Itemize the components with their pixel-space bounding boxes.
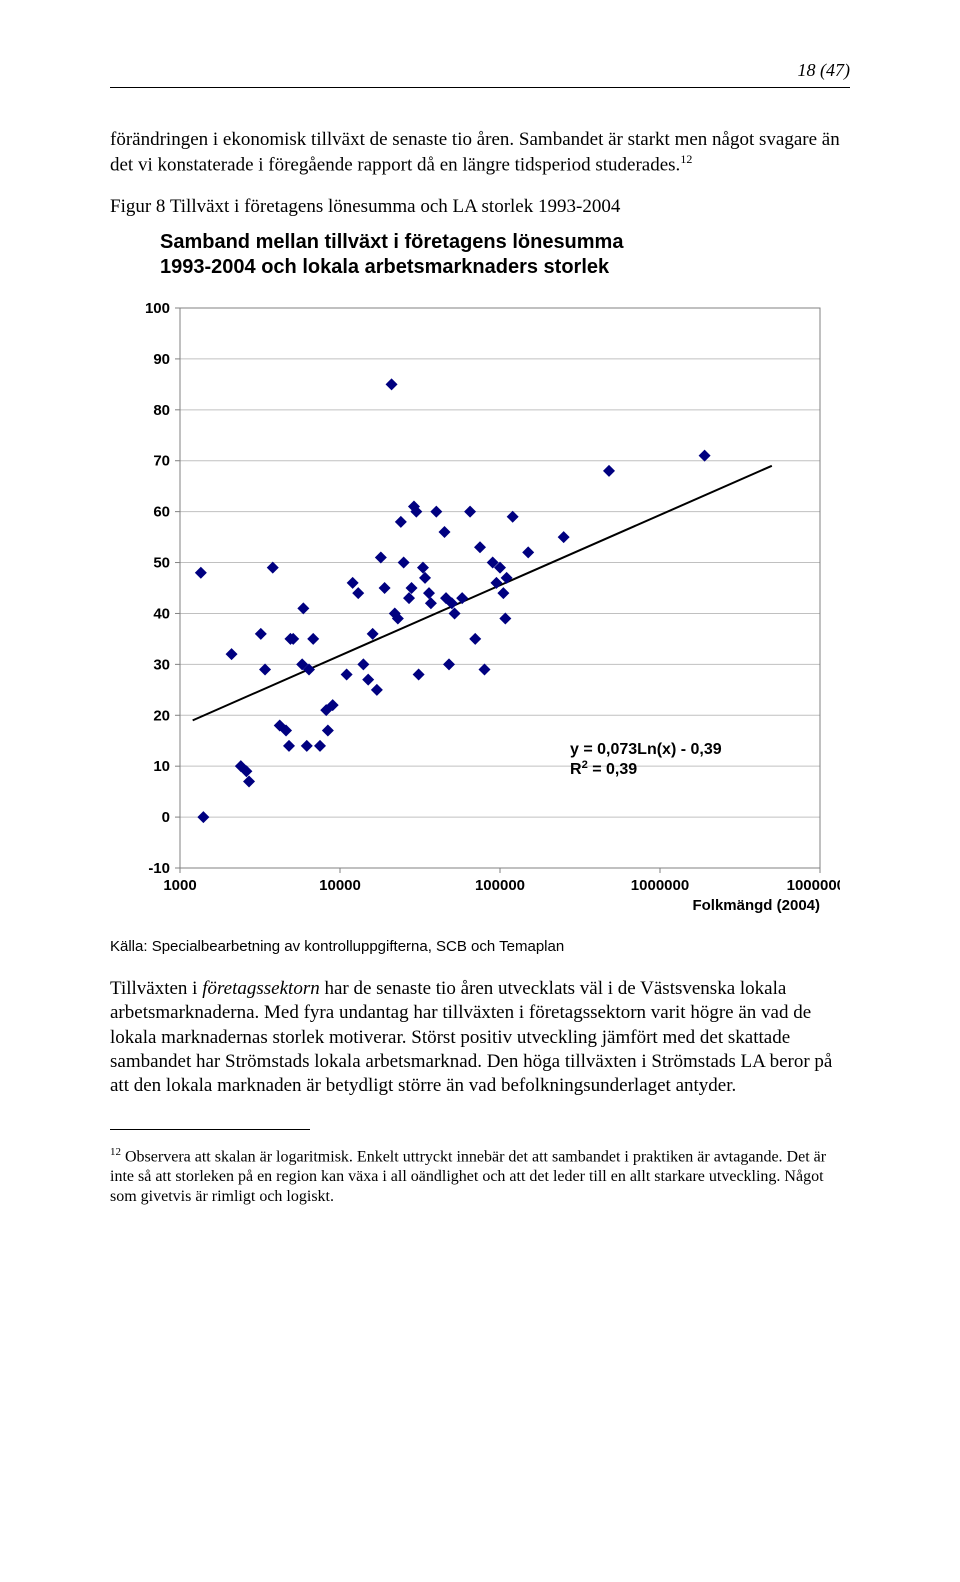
footnote-number: 12	[110, 1146, 121, 1158]
footnote-separator	[110, 1129, 310, 1130]
svg-text:90: 90	[153, 351, 170, 368]
chart-container: Samband mellan tillväxt i företagens lön…	[120, 230, 840, 928]
chart-title-line1: Samband mellan tillväxt i företagens lön…	[160, 231, 623, 253]
chart-source: Källa: Specialbearbetning av kontrollupp…	[110, 938, 850, 955]
page-number: 18 (47)	[110, 60, 850, 81]
svg-text:50: 50	[153, 554, 170, 571]
svg-text:10: 10	[153, 758, 170, 775]
footnote-12: 12 Observera att skalan är logaritmisk. …	[110, 1146, 850, 1207]
scatter-chart: -10 0 10 20 30 40 50 60 70 80 90 100 1000 10000 100000…	[120, 288, 840, 928]
svg-text:20: 20	[153, 707, 170, 724]
svg-text:70: 70	[153, 453, 170, 470]
svg-text:Folkmängd (2004): Folkmängd (2004)	[692, 897, 820, 914]
para2-emphasis: företagssektorn	[202, 978, 320, 999]
chart-title-line2: 1993-2004 och lokala arbetsmarknaders st…	[160, 256, 609, 278]
svg-text:40: 40	[153, 605, 170, 622]
svg-text:R2 = 0,39: R2 = 0,39	[570, 759, 637, 778]
svg-text:0: 0	[162, 809, 170, 826]
para2-lead: Tillväxten i	[110, 978, 202, 999]
svg-text:10000: 10000	[319, 877, 361, 894]
header-rule	[110, 87, 850, 88]
svg-text:-10: -10	[148, 860, 170, 877]
figure-caption: Figur 8 Tillväxt i företagens lönesumma …	[110, 196, 850, 218]
svg-text:30: 30	[153, 656, 170, 673]
svg-text:60: 60	[153, 504, 170, 521]
svg-text:y = 0,073Ln(x) - 0,39: y = 0,073Ln(x) - 0,39	[570, 741, 722, 758]
svg-text:80: 80	[153, 402, 170, 419]
para1-text: förändringen i ekonomisk tillväxt de sen…	[110, 129, 840, 176]
paragraph-intro: förändringen i ekonomisk tillväxt de sen…	[110, 128, 850, 178]
svg-text:10000000: 10000000	[787, 877, 840, 894]
footnote-text: Observera att skalan är logaritmisk. Enk…	[110, 1148, 826, 1205]
svg-text:100000: 100000	[475, 877, 525, 894]
footnote-ref-12: 12	[680, 152, 692, 166]
svg-text:1000000: 1000000	[631, 877, 689, 894]
svg-text:100: 100	[145, 300, 170, 317]
svg-text:1000: 1000	[163, 877, 196, 894]
chart-title: Samband mellan tillväxt i företagens lön…	[160, 230, 840, 280]
paragraph-analysis: Tillväxten i företagssektorn har de sena…	[110, 977, 850, 1099]
